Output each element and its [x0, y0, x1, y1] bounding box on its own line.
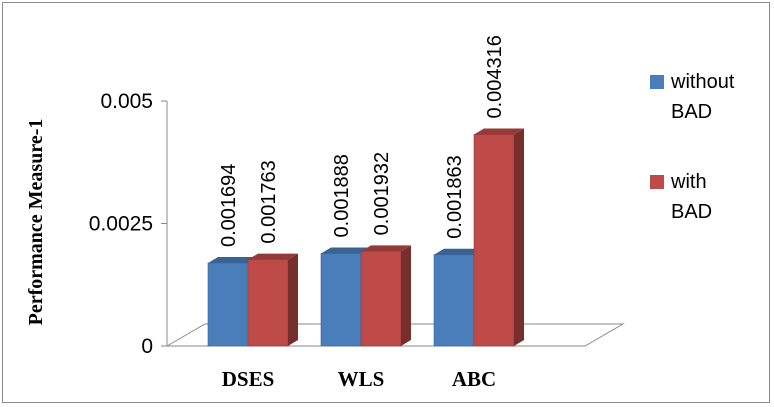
- bar-front: [473, 134, 515, 347]
- tick-labels: 0 0.0025 0.005 DSES WLS ABC: [89, 90, 496, 391]
- data-label: 0.001694: [218, 164, 240, 247]
- bar-front: [320, 253, 362, 347]
- legend-swatch: [650, 75, 664, 89]
- legend: without BAD with BAD: [650, 71, 735, 223]
- bar-front: [207, 262, 249, 347]
- x-tick-label: WLS: [338, 367, 385, 391]
- y-tick-label: 0: [141, 335, 153, 358]
- legend-label: with: [670, 171, 707, 193]
- bar-side: [288, 253, 298, 346]
- bar-side: [514, 128, 524, 346]
- bar-front: [360, 251, 402, 347]
- bar: [360, 245, 411, 347]
- bar-side: [401, 245, 411, 346]
- data-labels: 0.001694 0.001763 0.001888 0.001932 0.001863…: [218, 35, 506, 247]
- value-axis: [161, 100, 168, 347]
- bar-top: [474, 128, 524, 135]
- legend-swatch: [650, 175, 664, 189]
- bar-top: [361, 245, 411, 252]
- legend-item: without BAD: [650, 71, 735, 123]
- legend-label: BAD: [671, 101, 712, 123]
- data-label: 0.001763: [258, 160, 280, 243]
- bar: [247, 253, 298, 347]
- legend-label: BAD: [671, 201, 712, 223]
- bar-front: [433, 254, 475, 347]
- y-axis-label: Performance Measure-1: [25, 119, 47, 326]
- bar-series: [207, 128, 524, 347]
- bar-top: [208, 256, 258, 263]
- x-tick-label: DSES: [222, 367, 275, 391]
- data-label: 0.001932: [371, 152, 393, 235]
- data-label: 0.004316: [484, 35, 506, 118]
- bar-front: [247, 259, 289, 347]
- legend-label: without: [670, 71, 735, 93]
- legend-item: with BAD: [650, 171, 712, 223]
- data-label: 0.001888: [331, 154, 353, 237]
- y-tick-label: 0.005: [100, 90, 153, 113]
- bar-top: [321, 247, 371, 254]
- bar: [473, 128, 524, 347]
- bar-top: [434, 248, 484, 255]
- data-label: 0.001863: [444, 155, 466, 238]
- x-tick-label: ABC: [452, 367, 496, 391]
- bar-top: [248, 253, 298, 260]
- y-tick-label: 0.0025: [89, 213, 153, 236]
